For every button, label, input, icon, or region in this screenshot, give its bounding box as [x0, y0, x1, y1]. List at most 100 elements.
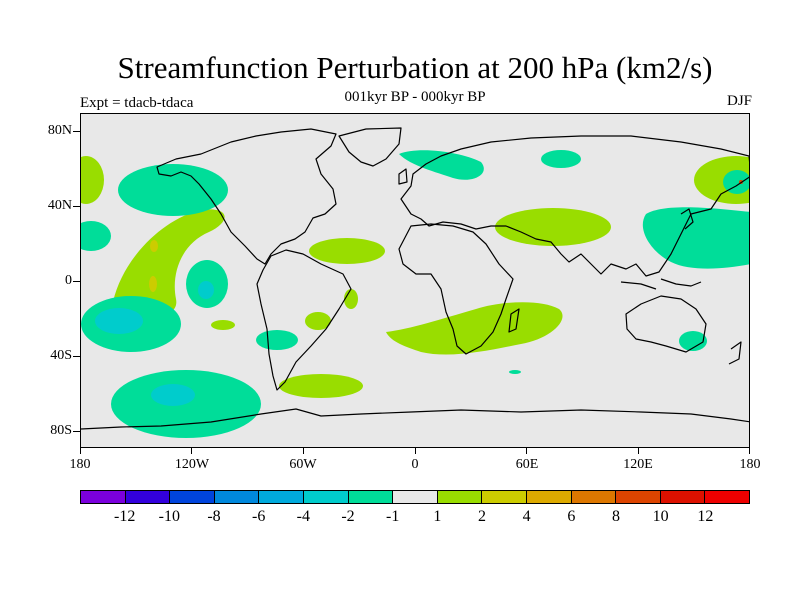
northeast-pacific-negative-region — [118, 164, 228, 216]
colorbar-label: 8 — [612, 508, 620, 525]
colorbar-label: -10 — [158, 508, 180, 525]
y-tick-mark — [73, 131, 80, 132]
map-panel — [80, 113, 750, 448]
x-tick-mark — [80, 448, 81, 454]
madagascar-coast — [508, 308, 520, 333]
japan-coast — [680, 208, 694, 230]
africa-coast — [398, 223, 514, 355]
strong-negative-regions — [95, 281, 214, 406]
australia-coast — [625, 295, 707, 353]
y-tick-mark — [73, 431, 80, 432]
colorbar — [80, 490, 750, 504]
x-axis-label: 180 — [69, 457, 91, 472]
x-tick-mark — [749, 448, 750, 454]
x-axis-label: 180 — [739, 457, 761, 472]
arctic-europe-negative-region — [399, 150, 484, 180]
greenland-coast — [338, 127, 402, 167]
tropical-atlantic-positive-region — [309, 238, 385, 264]
colorbar-label: 4 — [522, 508, 531, 525]
south-pacific-strong-negative — [95, 308, 143, 334]
y-tick-mark — [73, 281, 80, 282]
australia-negative-region — [679, 331, 707, 351]
chart-title: Streamfunction Perturbation at 200 hPa (… — [117, 50, 713, 85]
map-svg — [81, 127, 749, 438]
colorbar-label: -12 — [113, 508, 136, 525]
x-tick-mark — [526, 448, 527, 454]
south-pacific-small-positive-region — [211, 320, 235, 330]
colorbar-box — [259, 491, 304, 503]
strong-positive-spot-1 — [150, 240, 158, 252]
coastlines — [81, 127, 749, 430]
y-axis-label: 80S — [50, 423, 72, 438]
siberia-negative-region — [541, 150, 581, 168]
north-pacific-subtropic-negative-region — [81, 221, 111, 251]
colorbar-label: -2 — [341, 508, 355, 525]
india-arabia-positive-region — [495, 208, 611, 246]
y-axis-label: 80N — [47, 123, 72, 138]
chart-subtitle: 001kyr BP - 000kyr BP — [344, 89, 486, 105]
colorbar-label: -1 — [385, 508, 400, 525]
east-pacific-positive-region — [111, 209, 225, 317]
colorbar-box — [170, 491, 215, 503]
negative-anomaly-regions — [81, 150, 749, 438]
eurasia-coast — [400, 135, 749, 277]
colorbar-box — [482, 491, 527, 503]
x-tick-mark — [638, 448, 639, 454]
season-label: DJF — [726, 93, 752, 109]
colorbar-label: 10 — [652, 508, 669, 525]
colorbar-label: -6 — [251, 508, 266, 525]
y-tick-mark — [73, 356, 80, 357]
y-axis-label: 0 — [65, 273, 72, 288]
colorbar-box — [303, 491, 349, 503]
strong-positive-spot-2 — [149, 276, 157, 292]
southern-ocean-strong-negative — [151, 384, 195, 406]
strong-positive-regions — [149, 240, 158, 292]
indonesia-coast — [620, 278, 702, 290]
north-america-coast — [156, 128, 337, 265]
south-atlantic-small-positive-region — [344, 289, 358, 309]
colorbar-label: 1 — [433, 508, 442, 525]
colorbar-box — [348, 491, 394, 503]
x-tick-mark — [191, 448, 192, 454]
new-zealand-coast — [728, 341, 742, 365]
northwest-pacific-negative-region — [642, 207, 749, 269]
y-tick-mark — [73, 206, 80, 207]
colorbar-label: -8 — [207, 508, 221, 525]
east-pacific-strong-negative — [198, 281, 214, 299]
kamchatka-negative-region — [723, 170, 749, 194]
x-axis-label: 0 — [411, 457, 419, 472]
experiment-label: Expt = tdacb-tdaca — [80, 95, 194, 111]
colorbar-box — [81, 491, 126, 503]
colorbar-label: -4 — [296, 508, 310, 525]
colorbar-box — [125, 491, 171, 503]
colorbar-box — [571, 491, 617, 503]
southern-indian-negative-spot — [509, 370, 521, 374]
south-america-negative-region — [256, 330, 298, 350]
southern-africa-positive-region — [386, 302, 563, 355]
southern-ocean-negative-region — [111, 370, 261, 438]
x-axis-label: 120W — [174, 457, 210, 472]
south-america-coast — [256, 249, 352, 391]
colorbar-box — [616, 491, 661, 503]
british-isles-coast — [398, 168, 408, 185]
colorbar-box — [393, 491, 438, 503]
y-axis-label: 40N — [47, 198, 72, 213]
colorbar-box — [660, 491, 706, 503]
colorbar-box — [437, 491, 483, 503]
x-axis-label: 60E — [515, 457, 539, 472]
x-tick-mark — [303, 448, 304, 454]
colorbar-label: 2 — [478, 508, 486, 525]
colorbar-label: 6 — [567, 508, 576, 525]
colorbar-box — [705, 491, 749, 503]
x-axis-label: 120E — [623, 457, 653, 472]
colorbar-box — [526, 491, 572, 503]
colorbar-box — [214, 491, 260, 503]
y-axis-label: 40S — [50, 348, 72, 363]
drake-passage-positive-region — [279, 374, 363, 398]
x-axis-label: 60W — [289, 457, 317, 472]
colorbar-label: 12 — [697, 508, 714, 525]
north-pacific-west-positive-region — [81, 156, 104, 204]
south-america-coast-positive-region — [305, 312, 331, 330]
x-tick-mark — [415, 448, 416, 454]
antarctica-coast — [81, 408, 749, 430]
